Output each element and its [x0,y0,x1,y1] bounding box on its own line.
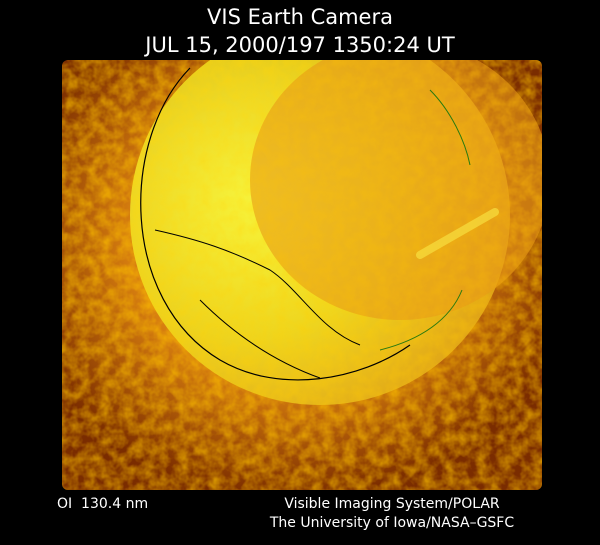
instrument-label: Visible Imaging System/POLAR [284,496,500,512]
auroral-image [62,60,542,490]
filter-label: OI 130.4 nm [57,496,148,512]
image-timestamp: JUL 15, 2000/197 1350:24 UT [143,33,455,57]
institution-label: The University of Iowa/NASA–GSFC [269,515,515,531]
image-title: VIS Earth Camera [207,5,393,29]
